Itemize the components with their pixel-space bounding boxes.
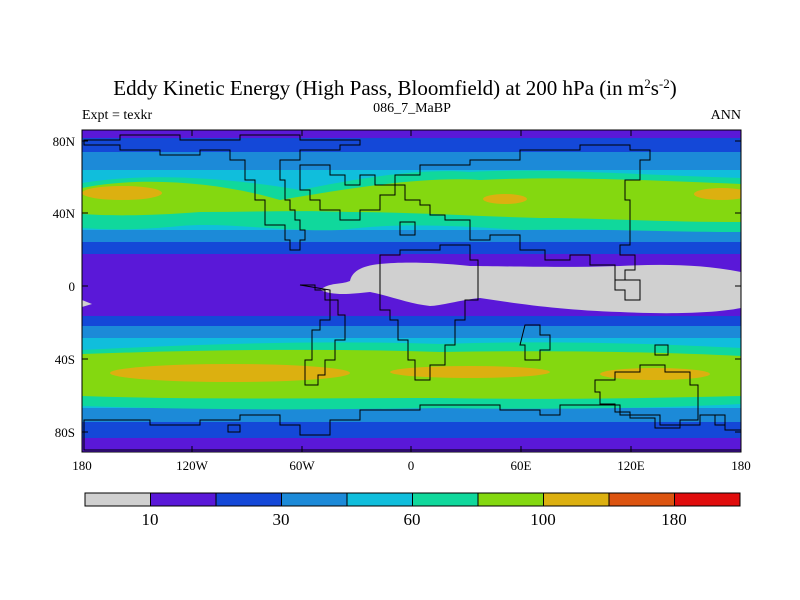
lat-tick-label: 40S: [55, 352, 75, 367]
title-unit-sup1: 2: [644, 76, 651, 91]
storm-max-south-atlantic: [390, 366, 550, 378]
lon-tick-label: 120E: [617, 458, 645, 473]
subtitle-left: Expt = texkr: [82, 108, 152, 123]
band-south-1: [82, 408, 741, 422]
lon-labels: 180 120W 60W 0 60E 120E 180: [72, 458, 751, 473]
eke-field: [82, 130, 741, 452]
band-south-sub-2: [82, 326, 741, 338]
colorbar-swatch: [412, 492, 479, 507]
storm-max-north-pacific: [694, 188, 741, 200]
colorbar-label: 30: [273, 510, 290, 529]
band-south-2: [82, 422, 741, 438]
arabia-outline: [399, 221, 416, 236]
storm-max-south-pacific: [110, 364, 350, 382]
band-south-sub-1: [82, 316, 741, 326]
colorbar-swatch: [346, 492, 413, 507]
title-text: Eddy Kinetic Energy (High Pass, Bloomfie…: [113, 76, 644, 100]
colorbar-swatch: [84, 492, 151, 507]
antarctic-island-outline: [227, 424, 241, 433]
colorbar-swatch: [543, 492, 610, 507]
colorbar-label: 10: [142, 510, 159, 529]
tick-marks: [81, 130, 742, 452]
colorbar-swatch: [150, 492, 217, 507]
colorbar-swatch: [674, 492, 741, 507]
lat-labels: 80N 40N 0 40S 80S: [53, 134, 76, 440]
subtitle-right: ANN: [711, 108, 741, 123]
lon-tick-label: 60W: [289, 458, 315, 473]
map-panel: 180 120W 60W 0 60E 120E 180 80N 40N 0 40…: [53, 129, 751, 473]
south-america-outline: [299, 284, 346, 386]
colorbar-swatch: [215, 492, 282, 507]
lon-tick-label: 180: [731, 458, 751, 473]
new-zealand-outline: [654, 344, 669, 356]
colorbar-swatch: [281, 492, 348, 507]
colorbar-swatch: [608, 492, 675, 507]
storm-max-north-atlantic: [82, 186, 162, 200]
lat-tick-label: 80S: [55, 425, 75, 440]
colorbar-swatch: [477, 492, 544, 507]
australia-outline: [594, 364, 699, 429]
lon-tick-label: 120W: [176, 458, 209, 473]
low-eke-region: [320, 262, 741, 314]
ross-island-outline: [714, 414, 726, 426]
band-north-sub-2: [82, 242, 741, 254]
storm-max-north-asia: [483, 194, 527, 204]
subtitle-center: 086_7_MaBP: [373, 101, 451, 116]
title-unit-mid: s: [651, 76, 659, 100]
maritime-continent-outline: [614, 279, 641, 301]
colorbar: [84, 492, 741, 507]
lat-tick-label: 0: [69, 279, 76, 294]
band-north-1: [82, 138, 741, 152]
colorbar-label: 100: [530, 510, 556, 529]
lat-tick-label: 40N: [53, 206, 76, 221]
title-close: ): [670, 76, 677, 100]
colorbar-labels: 10 30 60 100 180: [142, 510, 687, 529]
storm-max-south-indian: [600, 368, 710, 380]
lon-tick-label: 60E: [511, 458, 532, 473]
plot-title: Eddy Kinetic Energy (High Pass, Bloomfie…: [113, 76, 677, 101]
band-pole-south: [82, 438, 741, 452]
africa-outline: [379, 244, 479, 381]
antarctica-outline: [83, 404, 741, 451]
lon-tick-label: 0: [408, 458, 415, 473]
band-north-2: [82, 152, 741, 170]
greenland-europe-outline: [299, 164, 396, 221]
title-unit-sup2: -2: [659, 76, 670, 91]
land-outlines: [83, 134, 741, 451]
colorbar-label: 60: [404, 510, 421, 529]
madagascar-outline: [519, 324, 551, 361]
north-america-outline: [83, 134, 361, 251]
lat-tick-label: 80N: [53, 134, 76, 149]
colorbar-label: 180: [661, 510, 687, 529]
low-eke-edge: [82, 300, 92, 307]
lon-tick-label: 180: [72, 458, 92, 473]
band-north-sub-1: [82, 230, 741, 242]
